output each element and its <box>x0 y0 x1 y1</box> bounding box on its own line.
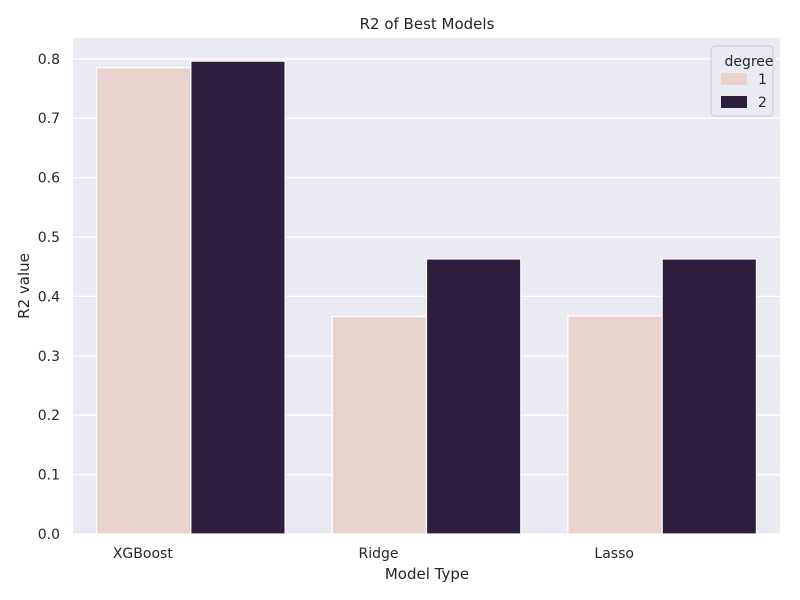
bars <box>95 60 758 535</box>
y-tick-labels: 0.0 0.1 0.2 0.3 0.4 0.5 0.6 0.7 0.8 <box>38 52 60 543</box>
chart-title: R2 of Best Models <box>360 15 495 33</box>
y-axis-title: R2 value <box>15 253 33 319</box>
y-tick-label: 0.0 <box>38 527 60 543</box>
x-tick-label: Lasso <box>594 546 634 562</box>
y-tick-label: 0.3 <box>38 349 60 365</box>
y-tick-label: 0.5 <box>38 230 60 246</box>
y-tick-label: 0.6 <box>38 171 60 187</box>
x-axis-title: Model Type <box>385 565 469 583</box>
y-tick-label: 0.4 <box>38 289 60 305</box>
y-tick-label: 0.8 <box>38 52 60 68</box>
x-tick-label: Ridge <box>358 546 398 562</box>
bar-ridge-degree-1 <box>331 315 428 535</box>
bar-ridge-degree-2 <box>425 258 522 535</box>
bar-lasso-degree-1 <box>567 315 663 535</box>
x-tick-label: XGBoost <box>113 546 173 562</box>
legend-label-1: 1 <box>758 72 767 88</box>
x-tick-labels: XGBoost Ridge Lasso <box>113 546 634 562</box>
bar-lasso-degree-2 <box>661 258 758 535</box>
legend-swatch-2 <box>721 96 747 108</box>
y-tick-label: 0.2 <box>38 408 60 424</box>
legend: degree 1 2 <box>710 45 774 117</box>
legend-label-2: 2 <box>758 95 767 111</box>
y-tick-label: 0.1 <box>38 468 60 484</box>
bar-xgboost-degree-2 <box>190 60 286 535</box>
legend-title: degree <box>724 54 773 70</box>
legend-swatch-1 <box>721 73 747 85</box>
y-tick-label: 0.7 <box>38 111 60 127</box>
bar-xgboost-degree-1 <box>95 67 192 535</box>
